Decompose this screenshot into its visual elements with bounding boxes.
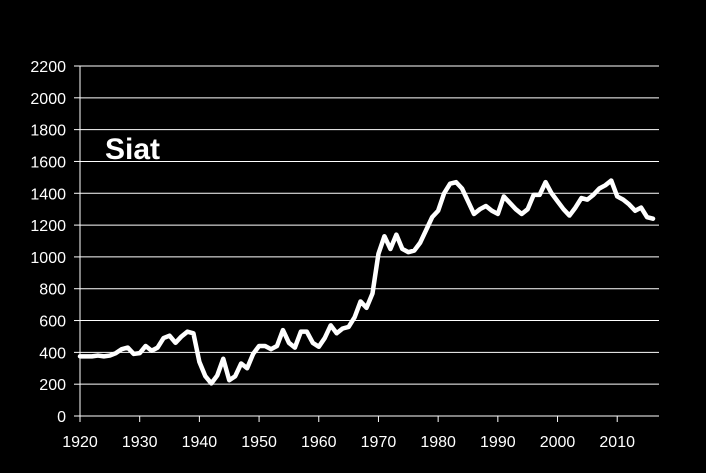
y-tick-label: 1600: [30, 154, 66, 171]
series-line: [77, 178, 656, 386]
x-tick-label: 1920: [62, 434, 98, 451]
x-tick-label: 1950: [241, 434, 277, 451]
series-layer: [77, 178, 656, 386]
x-tick-label: 1980: [420, 434, 456, 451]
x-tick-label: 2000: [540, 434, 576, 451]
y-tick-label: 800: [39, 282, 66, 299]
x-axis-tick-labels: 1920 1930 1940 1950 1960 1970 1980 1990 2000 2010: [62, 434, 635, 451]
y-tick-label: 2000: [30, 91, 66, 108]
x-tick-label: 1990: [480, 434, 516, 451]
x-tick-label: 1930: [122, 434, 158, 451]
axes: [74, 65, 659, 422]
y-tick-label: 1000: [30, 250, 66, 267]
chart-title: Siat: [105, 133, 160, 166]
x-tick-label: 1960: [301, 434, 337, 451]
y-tick-label: 2200: [30, 59, 66, 76]
grid-lines: [80, 65, 659, 385]
y-tick-label: 1400: [30, 186, 66, 203]
x-tick-label: 2010: [599, 434, 635, 451]
y-tick-label: 1800: [30, 123, 66, 140]
x-tick-label: 1940: [182, 434, 218, 451]
y-tick-label: 1200: [30, 218, 66, 235]
y-tick-label: 0: [57, 409, 66, 426]
x-tick-label: 1970: [361, 434, 397, 451]
y-tick-label: 200: [39, 377, 66, 394]
y-tick-label: 600: [39, 314, 66, 331]
y-axis-tick-labels: 0 200 400 600 800 1000 1200 1400 1600 1800 2000 220…: [30, 59, 66, 426]
y-tick-label: 400: [39, 345, 66, 362]
